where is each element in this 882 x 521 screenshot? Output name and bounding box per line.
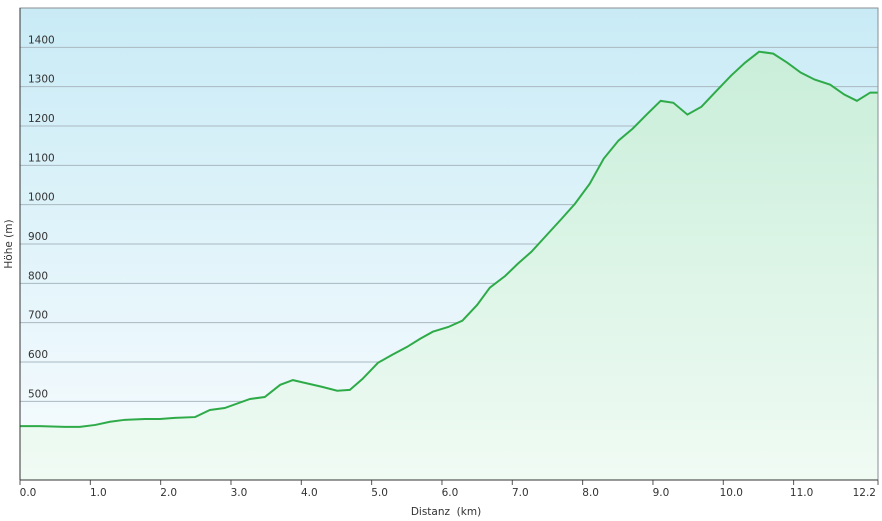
y-tick-label: 1000: [28, 192, 55, 204]
area-fill: [20, 51, 878, 480]
y-tick-label: 1300: [28, 74, 55, 86]
elevation-line: [20, 50, 878, 428]
x-axis-label: Distanz (km): [411, 506, 481, 518]
x-tick-label: 5.0: [371, 487, 388, 499]
y-tick-label: 500: [28, 388, 48, 400]
y-tick-label: 800: [28, 270, 48, 282]
y-tick-label: 700: [28, 310, 48, 322]
x-tick-label: 8.0: [582, 487, 599, 499]
x-tick-label: 4.0: [301, 487, 318, 499]
x-tick-label: 12.2: [853, 487, 876, 499]
x-tick-label: 10.0: [720, 487, 743, 499]
x-tick-label: 2.0: [160, 487, 177, 499]
y-axis-label: Höhe (m): [3, 219, 15, 268]
y-tick-label: 1400: [28, 34, 55, 46]
x-tick-label: 9.0: [653, 487, 670, 499]
y-tick-label: 900: [28, 231, 48, 243]
x-tick-label: 11.0: [790, 487, 813, 499]
y-tick-label: 1200: [28, 113, 55, 125]
x-tick-label: 7.0: [512, 487, 529, 499]
x-tick-label: 0.0: [20, 487, 37, 499]
x-tick-label: 6.0: [442, 487, 459, 499]
y-tick-label: 600: [28, 349, 48, 361]
x-tick-label: 3.0: [231, 487, 248, 499]
x-tick-label: 1.0: [90, 487, 107, 499]
y-tick-label: 1100: [28, 152, 55, 164]
